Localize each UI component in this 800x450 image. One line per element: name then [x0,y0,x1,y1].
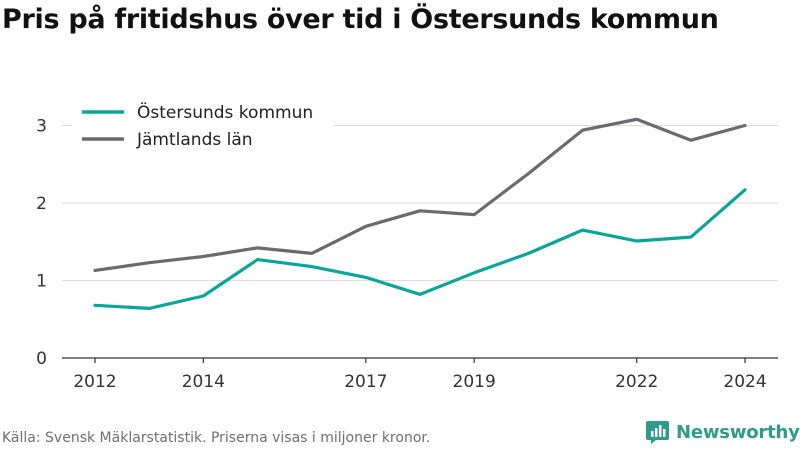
series-lines [93,117,747,310]
series-line-ostersunds-kommun [93,188,747,310]
legend-label: Jämtlands län [136,130,253,150]
y-tick-label: 0 [36,349,47,369]
newsworthy-logo-icon [646,421,669,444]
x-tick-label: 2022 [615,372,658,392]
x-tick-label: 2017 [344,372,387,392]
chart-title: Pris på fritidshus över tid i Östersunds… [2,4,719,35]
x-tick-label: 2012 [73,372,116,392]
series-line-jamtlands-lan [93,117,747,272]
y-tick-label: 2 [36,194,47,214]
x-tick-label: 2019 [453,372,496,392]
x-tick-label: 2014 [182,372,225,392]
source-note: Källa: Svensk Mäklarstatistik. Priserna … [2,430,431,446]
y-axis-ticks: 0 1 2 3 [36,117,47,370]
x-axis: 2012 2014 2017 2019 2022 2024 [62,357,778,392]
y-tick-label: 3 [36,117,47,137]
legend-label: Östersunds kommun [137,101,313,123]
x-tick-label: 2024 [723,372,766,392]
brand-name: Newsworthy [676,422,800,443]
legend: Östersunds kommun Jämtlands län [72,96,334,154]
brand-logo[interactable]: Newsworthy [645,420,800,445]
legend-background [72,96,334,154]
y-tick-label: 1 [36,272,47,292]
